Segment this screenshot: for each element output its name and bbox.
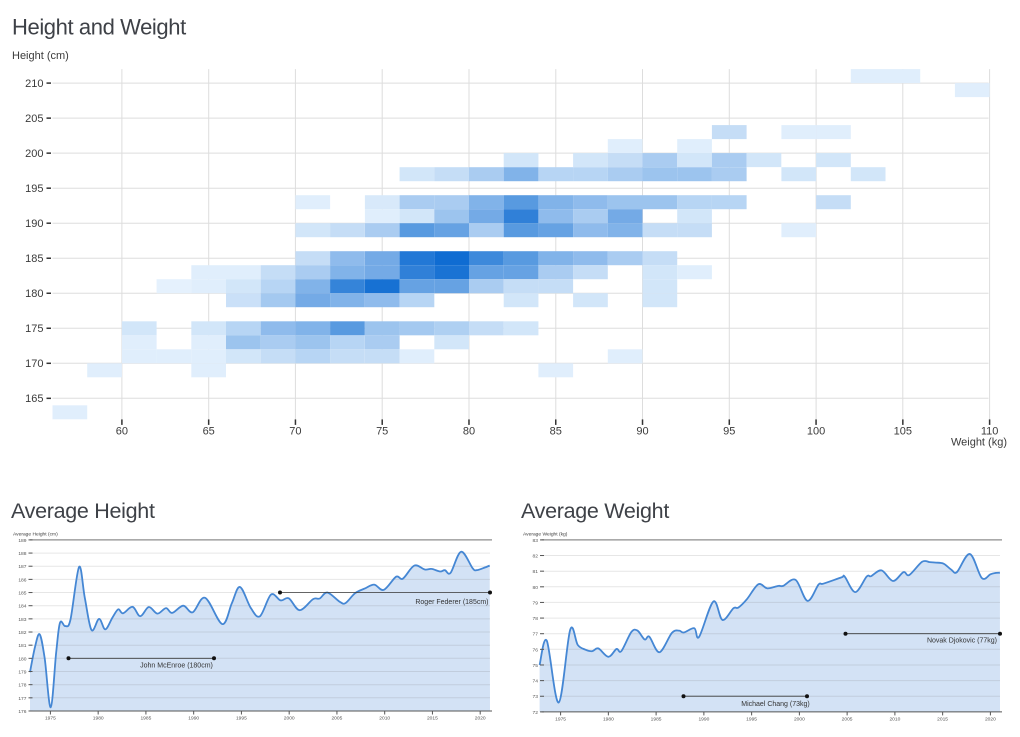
svg-text:Average Height: Average Height — [11, 499, 155, 523]
svg-text:Height and Weight: Height and Weight — [12, 15, 186, 40]
svg-text:Average Weight (kg): Average Weight (kg) — [523, 532, 568, 538]
svg-text:79: 79 — [533, 600, 539, 606]
svg-text:1985: 1985 — [651, 716, 662, 722]
svg-text:1990: 1990 — [188, 716, 199, 722]
svg-text:75: 75 — [533, 663, 539, 669]
svg-text:Height (cm): Height (cm) — [12, 50, 69, 62]
svg-text:2020: 2020 — [475, 716, 486, 722]
svg-text:90: 90 — [636, 426, 648, 438]
svg-text:170: 170 — [25, 358, 43, 370]
svg-text:180: 180 — [18, 656, 26, 662]
svg-text:210: 210 — [25, 78, 43, 90]
svg-text:73: 73 — [533, 694, 539, 700]
svg-text:176: 176 — [18, 709, 26, 715]
svg-text:77: 77 — [533, 632, 539, 638]
svg-text:185: 185 — [25, 253, 43, 265]
svg-text:72: 72 — [533, 710, 539, 716]
svg-text:2010: 2010 — [889, 716, 900, 722]
svg-text:178: 178 — [18, 683, 26, 689]
svg-text:200: 200 — [25, 148, 43, 160]
svg-text:2015: 2015 — [937, 716, 948, 722]
svg-text:177: 177 — [18, 696, 26, 702]
svg-text:95: 95 — [723, 426, 735, 438]
svg-text:100: 100 — [807, 426, 825, 438]
svg-text:82: 82 — [533, 554, 539, 560]
svg-text:80: 80 — [463, 426, 475, 438]
svg-text:2005: 2005 — [331, 716, 342, 722]
svg-text:2000: 2000 — [794, 716, 805, 722]
svg-text:182: 182 — [18, 630, 26, 636]
svg-text:Average Weight: Average Weight — [521, 499, 669, 523]
svg-text:74: 74 — [533, 679, 539, 685]
svg-text:1980: 1980 — [603, 716, 614, 722]
svg-text:Michael Chang (73kg): Michael Chang (73kg) — [741, 701, 809, 708]
svg-text:76: 76 — [533, 647, 539, 653]
svg-text:188: 188 — [18, 551, 26, 557]
svg-text:2010: 2010 — [379, 716, 390, 722]
svg-text:Novak Djokovic (77kg): Novak Djokovic (77kg) — [927, 638, 997, 645]
svg-text:85: 85 — [550, 426, 562, 438]
svg-text:Weight (kg): Weight (kg) — [951, 437, 1007, 449]
svg-text:205: 205 — [25, 113, 43, 125]
svg-text:165: 165 — [25, 393, 43, 405]
svg-text:81: 81 — [533, 569, 539, 575]
svg-text:1975: 1975 — [555, 716, 566, 722]
svg-text:1980: 1980 — [93, 716, 104, 722]
svg-text:2005: 2005 — [842, 716, 853, 722]
svg-text:183: 183 — [18, 617, 26, 623]
svg-text:78: 78 — [533, 616, 539, 622]
svg-text:65: 65 — [203, 426, 215, 438]
svg-text:110: 110 — [981, 426, 999, 438]
svg-text:1985: 1985 — [140, 716, 151, 722]
svg-text:195: 195 — [25, 183, 43, 195]
svg-text:175: 175 — [25, 323, 43, 335]
svg-text:2015: 2015 — [427, 716, 438, 722]
svg-text:2020: 2020 — [985, 716, 996, 722]
svg-text:83: 83 — [533, 538, 539, 544]
svg-text:80: 80 — [533, 585, 539, 591]
svg-text:189: 189 — [18, 538, 26, 544]
svg-text:1975: 1975 — [45, 716, 56, 722]
svg-text:2000: 2000 — [284, 716, 295, 722]
svg-text:1990: 1990 — [698, 716, 709, 722]
svg-text:Average Height (cm): Average Height (cm) — [13, 532, 58, 538]
svg-text:186: 186 — [18, 577, 26, 583]
svg-text:70: 70 — [289, 426, 301, 438]
svg-text:185: 185 — [18, 591, 26, 597]
svg-text:187: 187 — [18, 564, 26, 570]
svg-text:1995: 1995 — [236, 716, 247, 722]
svg-text:184: 184 — [18, 604, 26, 610]
svg-text:179: 179 — [18, 670, 26, 676]
svg-text:190: 190 — [25, 218, 43, 230]
svg-text:180: 180 — [25, 288, 43, 300]
svg-text:John McEnroe (180cm): John McEnroe (180cm) — [140, 663, 213, 670]
svg-text:105: 105 — [894, 426, 912, 438]
svg-text:75: 75 — [376, 426, 388, 438]
svg-text:Roger Federer (185cm): Roger Federer (185cm) — [415, 599, 488, 606]
svg-text:60: 60 — [116, 426, 128, 438]
svg-text:181: 181 — [18, 643, 26, 649]
svg-text:1995: 1995 — [746, 716, 757, 722]
